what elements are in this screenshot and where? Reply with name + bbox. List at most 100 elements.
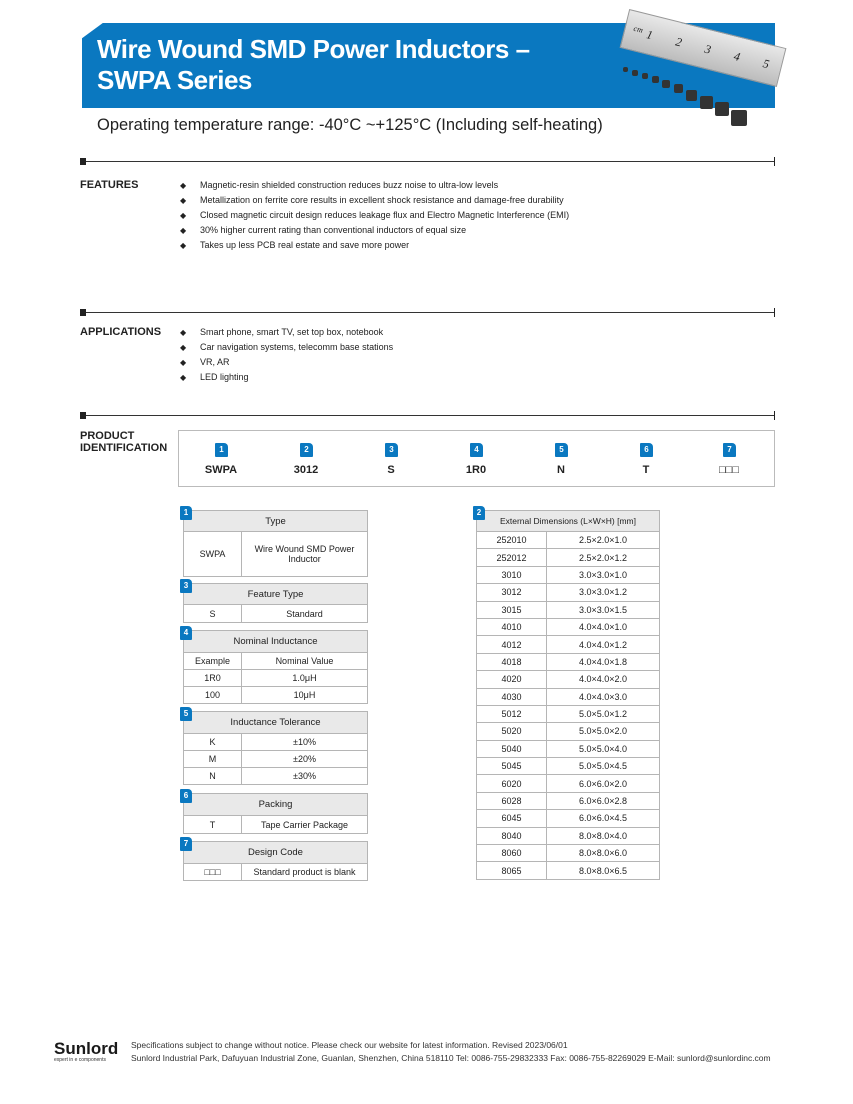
table-row: Example Nominal Value [183,652,368,670]
table-cell: S [183,604,242,623]
part-number-badge: 5 [555,443,568,457]
table-row: 5020 5.0×5.0×2.0 [476,722,660,741]
table-row: 4018 4.0×4.0×1.8 [476,652,660,672]
table-number-badge: 6 [180,789,192,803]
part-number-badge: 2 [300,443,313,457]
label-line: IDENTIFICATION [80,442,168,454]
application-item: LED lighting [180,370,393,385]
table-cell: SWPA [183,531,242,577]
table-cell: 10μH [241,686,368,704]
ruler-mark: 5 [761,56,771,72]
table-cell: 4.0×4.0×1.2 [546,635,660,654]
table-number-badge: 4 [180,626,192,640]
table-row: 5045 5.0×5.0×4.5 [476,757,660,776]
table-row: K ±10% [183,733,368,751]
table-row: N ±30% [183,767,368,785]
part-number-badge: 3 [385,443,398,457]
table-row: 3010 3.0×3.0×1.0 [476,565,660,585]
features-list: Magnetic-resin shielded construction red… [180,178,569,253]
table-cell: 2.5×2.0×1.2 [546,548,660,567]
table-cell: 1R0 [183,669,242,687]
table-cell: 5.0×5.0×4.0 [546,739,660,759]
table-row: 8040 8.0×8.0×4.0 [476,826,660,846]
table-cell: 1.0μH [241,669,368,687]
table-cell: 4010 [476,617,547,637]
part-number-badge: 6 [640,443,653,457]
part-code: T [642,464,650,476]
table-cell: 6020 [476,774,547,793]
table-row: 5012 5.0×5.0×1.2 [476,704,660,724]
table-cell: Standard [241,604,368,623]
footer-address: Sunlord Industrial Park, Dafuyuan Indust… [131,1053,771,1063]
table-row: 100 10μH [183,686,368,704]
table-cell: 3015 [476,600,547,619]
table-cell: 6045 [476,809,547,828]
table-cell: 6.0×6.0×2.0 [546,774,660,793]
part-code: S [387,464,395,476]
tolerance-table: Inductance Tolerance K ±10% M ±20% N ±30% [183,711,368,785]
packing-table: Packing T Tape Carrier Package [183,793,368,834]
table-row: 4020 4.0×4.0×2.0 [476,670,660,689]
table-header: Inductance Tolerance [183,711,368,734]
table-cell: Standard product is blank [241,863,368,881]
page-title: Wire Wound SMD Power Inductors – SWPA Se… [97,34,530,96]
table-cell: 4020 [476,670,547,689]
applications-list: Smart phone, smart TV, set top box, note… [180,325,393,385]
table-cell: 4030 [476,687,547,706]
table-cell: 3.0×3.0×1.0 [546,565,660,585]
table-cell: 8060 [476,844,547,863]
feature-item: 30% higher current rating than conventio… [180,223,569,238]
table-row: 6020 6.0×6.0×2.0 [476,774,660,793]
table-cell: Wire Wound SMD Power Inductor [241,531,368,577]
table-cell: 4012 [476,635,547,654]
table-cell: □□□ [183,863,242,881]
table-cell: 5.0×5.0×2.0 [546,722,660,741]
table-header: Nominal Inductance [183,630,368,653]
table-cell: 3012 [476,583,547,602]
table-cell: 4.0×4.0×1.8 [546,652,660,672]
table-header: Type [183,510,368,532]
table-cell: 5045 [476,757,547,776]
table-cell: 3.0×3.0×1.2 [546,583,660,602]
table-cell: 5040 [476,739,547,759]
table-row: 8060 8.0×8.0×6.0 [476,844,660,863]
table-cell: 8.0×8.0×6.5 [546,861,660,880]
product-identification-label: PRODUCT IDENTIFICATION [80,430,167,454]
part-number-badge: 4 [470,443,483,457]
table-row: 3012 3.0×3.0×1.2 [476,583,660,602]
feature-item: Metallization on ferrite core results in… [180,193,569,208]
table-cell: 4.0×4.0×1.0 [546,617,660,637]
application-item: Smart phone, smart TV, set top box, note… [180,325,393,340]
table-cell: 5012 [476,704,547,724]
table-cell: Nominal Value [241,652,368,670]
table-cell: Example [183,652,242,670]
table-header: Packing [183,793,368,816]
table-header: Design Code [183,841,368,864]
table-row: T Tape Carrier Package [183,815,368,834]
section-divider [80,157,775,166]
table-cell: 100 [183,686,242,704]
table-cell: 6.0×6.0×4.5 [546,809,660,828]
table-cell: T [183,815,242,834]
applications-label: APPLICATIONS [80,326,162,338]
table-row: 5040 5.0×5.0×4.0 [476,739,660,759]
table-cell: 2.5×2.0×1.0 [546,530,660,550]
ruler-mark: 4 [732,48,742,64]
part-code: 1R0 [465,464,487,476]
table-row: 6028 6.0×6.0×2.8 [476,791,660,811]
table-cell: ±10% [241,733,368,751]
table-cell: 6.0×6.0×2.8 [546,791,660,811]
table-row: 6045 6.0×6.0×4.5 [476,809,660,828]
design-table: Design Code □□□ Standard product is blank [183,841,368,881]
table-cell: 5.0×5.0×1.2 [546,704,660,724]
table-cell: Tape Carrier Package [241,815,368,834]
feature-item: Takes up less PCB real estate and save m… [180,238,569,253]
table-cell: 6028 [476,791,547,811]
table-row: 4012 4.0×4.0×1.2 [476,635,660,654]
logo-tagline: expert in e components [54,1057,106,1063]
dimensions-table: External Dimensions (L×W×H) [mm] 252010 2.… [476,510,660,880]
feature-table: Feature Type S Standard [183,583,368,623]
title-line-2: SWPA Series [97,65,252,95]
table-cell: 5020 [476,722,547,741]
